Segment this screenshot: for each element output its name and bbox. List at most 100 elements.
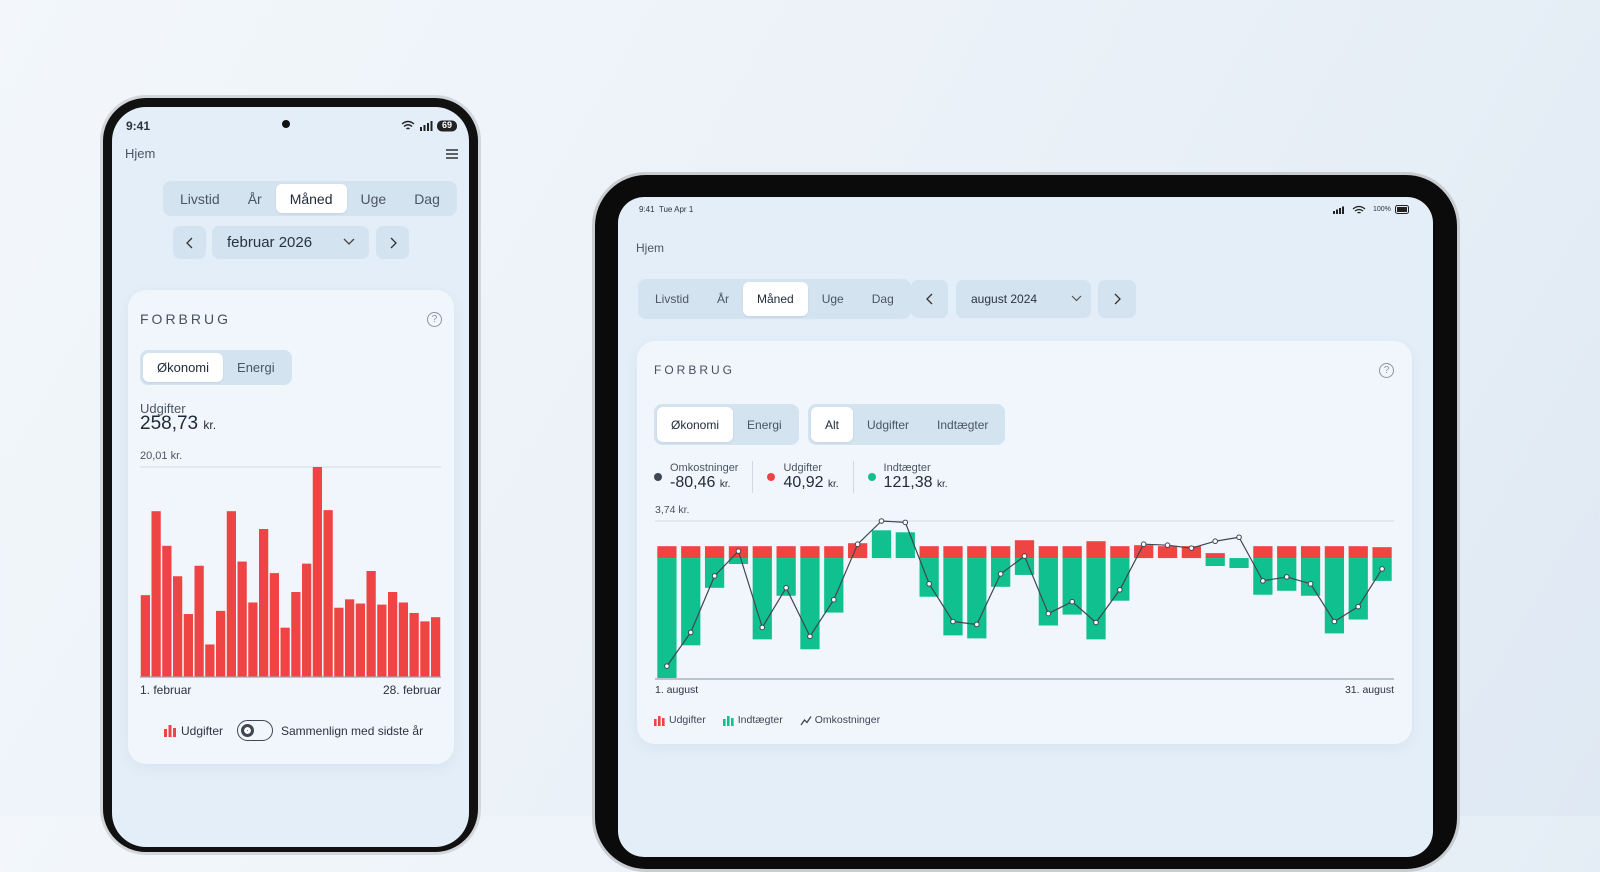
line-point [830,596,837,603]
bar [943,546,963,559]
segment[interactable]: Udgifter [867,417,910,432]
bar [302,563,312,677]
bar [1038,546,1058,559]
line-point [687,629,694,636]
summary-item: Omkostninger -80,46 kr. [654,461,752,493]
battery-icon [1395,205,1409,214]
line-point [1212,538,1219,545]
bar [919,558,939,597]
summary-value: 121,38 kr. [884,475,948,491]
date-select[interactable]: februar 2026 [212,226,369,259]
line-point [1188,545,1195,551]
segment[interactable]: År [247,190,262,207]
summary-unit: kr. [936,479,948,490]
legend-icon [164,725,176,737]
mode-toggle: Økonomi Energi [654,404,799,445]
segment[interactable]: Livstid [655,292,690,306]
prev-button[interactable] [173,226,206,259]
bar [871,530,892,559]
segment[interactable]: Livstid [180,190,220,207]
metric-unit: kr. [203,418,217,432]
legend-bar [722,718,726,726]
y-tick-label: 3,74 kr. [655,504,689,516]
segment[interactable]: Dag [414,190,440,207]
line-point [1355,603,1362,610]
summary-name: Udgifter [783,462,823,474]
bar [259,529,269,677]
line-point [1283,574,1290,580]
next-button[interactable] [1098,280,1136,318]
legend: Udgifter Indtægter Omkostninger [654,714,897,726]
metric-number: 258,73 [140,413,199,434]
summary-text: Indtægter 121,38 kr. [884,463,948,491]
segment[interactable]: Dag [871,292,894,306]
bar [280,627,290,677]
date-label: februar 2026 [227,234,313,251]
bar [1181,546,1201,559]
bar [1300,558,1321,596]
line-point [735,548,742,554]
legend-label: Indtægter [737,714,783,726]
legend-label: Udgifter [669,714,706,726]
segment[interactable]: Indtægter [937,417,989,432]
bar [657,558,677,679]
legend-item: Omkostninger [800,714,880,726]
segment[interactable]: Energi [237,360,275,375]
summary-number: 40,92 [783,474,824,491]
bar [1038,558,1058,626]
bar [140,595,150,677]
help-icon[interactable]: ? [1379,363,1394,378]
bar [824,558,844,613]
legend-bar [662,717,665,726]
segment[interactable]: År [717,292,730,306]
line-point [1236,534,1242,541]
date-label: august 2024 [971,292,1038,306]
bar [943,558,963,636]
legend-line [800,715,812,725]
bar [151,511,161,677]
summary-item: Udgifter 40,92 kr. [752,461,852,493]
compare-switch[interactable] [237,720,273,741]
legend-item: Udgifter [654,714,706,726]
segment[interactable]: Måned [743,282,808,316]
battery: 100% [1373,206,1391,213]
segment[interactable]: Energi [747,417,782,432]
x-tick-label: 31. august [1345,684,1394,696]
metric-label: Udgifter [140,401,186,416]
summary-dot [867,473,876,481]
chevron [343,238,355,245]
line-point [1021,553,1028,559]
segment[interactable]: Økonomi [143,353,224,382]
bar [681,546,701,559]
summary-dot [654,473,662,481]
line-point [711,573,718,579]
segment[interactable]: Alt [811,407,854,442]
bar [704,558,725,588]
bar [388,591,398,677]
segment[interactable]: Økonomi [657,407,734,442]
chevron [1071,295,1082,302]
bar [237,561,247,677]
bar [681,558,701,646]
help-icon[interactable]: ? [427,312,442,327]
line-point [854,541,861,547]
segment[interactable]: Måned [275,184,347,213]
bar [1062,546,1082,559]
date-select[interactable]: august 2024 [956,280,1091,318]
segment[interactable]: Uge [360,190,387,207]
line-point [950,618,956,625]
bar [431,617,441,677]
nav-title: Hjem [636,241,665,255]
bar [323,510,333,677]
summary-name: Omkostninger [670,462,739,474]
bar [1205,558,1225,567]
menu-icon[interactable] [445,147,459,161]
prev-button[interactable] [911,280,948,318]
x-tick-label: 1. februar [140,683,191,697]
bar [991,546,1011,559]
legend-item: Indtægter [722,714,783,726]
bar [216,610,226,677]
segment[interactable]: Uge [821,292,844,306]
next-button[interactable] [376,226,409,259]
